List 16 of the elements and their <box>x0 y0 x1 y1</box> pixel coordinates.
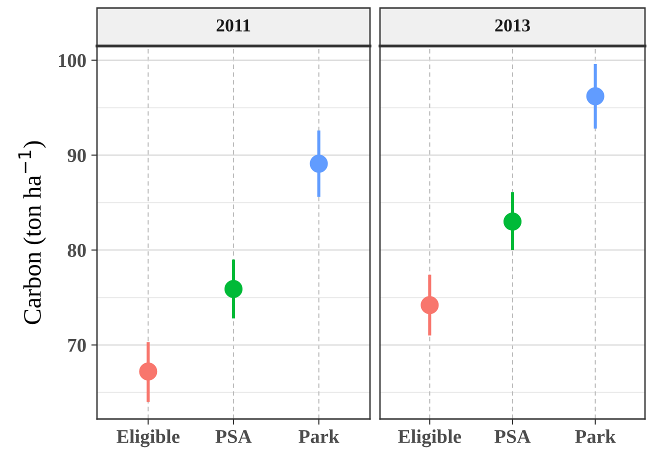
y-tick-label: 100 <box>58 54 86 68</box>
point <box>139 362 158 381</box>
y-tick-label: 70 <box>68 338 86 352</box>
x-tick-label: Eligible <box>398 429 462 448</box>
y-tick-label: 90 <box>68 148 86 162</box>
chart-title: 2013 <box>495 19 530 32</box>
y-tick-label: 80 <box>68 244 86 257</box>
x-tick-label: Park <box>575 429 616 444</box>
point <box>224 280 243 298</box>
chart-title: 2011 <box>216 19 250 32</box>
point <box>310 154 328 173</box>
x-tick-label: Park <box>298 429 340 444</box>
x-tick-label: Eligible <box>116 429 180 448</box>
y-axis-title: Carbon (ton ha$^{−1}$) <box>18 141 46 324</box>
x-tick-label: PSA <box>215 430 252 444</box>
x-tick-label: PSA <box>494 430 531 444</box>
